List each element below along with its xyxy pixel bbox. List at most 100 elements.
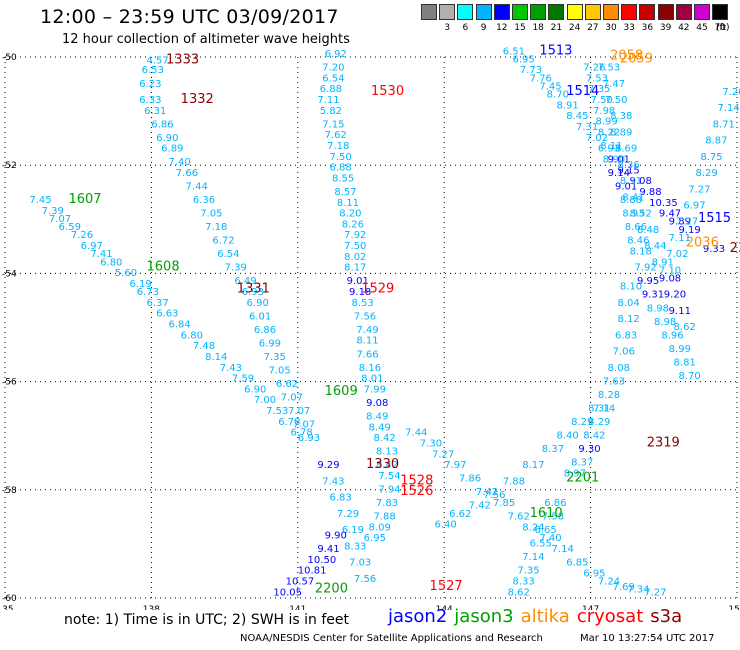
colorbar-label: 45 xyxy=(696,23,708,33)
colorbar-label: 36 xyxy=(641,23,654,33)
swh-value: 8.98 xyxy=(647,303,669,314)
swh-value: 6.19 xyxy=(129,279,151,290)
swh-value: 7.85 xyxy=(493,498,515,509)
y-tick-label: -60 xyxy=(2,594,17,604)
swh-value: 7.14 xyxy=(522,552,544,563)
swh-value: 7.20 xyxy=(322,63,344,74)
swh-value: 6.62 xyxy=(449,509,471,520)
colorbar-label: 24 xyxy=(568,23,581,33)
swh-value: 8.18 xyxy=(630,246,652,257)
swh-value: 6.49 xyxy=(234,276,256,287)
swh-value: 8.17 xyxy=(344,263,366,274)
swh-value: 6.63 xyxy=(156,309,178,320)
swh-value: 6.99 xyxy=(259,338,281,349)
swh-value: 7.73 xyxy=(520,65,542,76)
swh-value: 8.29 xyxy=(588,417,610,428)
swh-value: 7.98 xyxy=(593,106,615,117)
colorbar-label: 18 xyxy=(532,23,544,33)
swh-value: 6.92 xyxy=(325,49,347,60)
swh-value: 8.93 xyxy=(622,209,644,220)
swh-value: 8.69 xyxy=(615,144,637,155)
swh-value: 7.50 xyxy=(591,95,613,106)
swh-value: 8.42 xyxy=(373,433,395,444)
swh-value: 6.85 xyxy=(566,558,588,569)
pass-id-label: 1609 xyxy=(325,384,358,399)
swh-value: 7.50 xyxy=(344,241,366,252)
swh-value: 8.52 xyxy=(630,209,652,220)
swh-value: 7.11 xyxy=(317,95,339,106)
colorbar-swatch xyxy=(493,4,510,20)
x-tick-label: 147 xyxy=(582,605,599,610)
swh-value: 7.54 xyxy=(378,471,400,482)
swh-value: 7.66 xyxy=(176,168,198,179)
legend-item: cryosat xyxy=(576,606,644,627)
swh-value: 6.01 xyxy=(249,311,271,322)
pass-id-label: 1513 xyxy=(539,43,572,58)
swh-value: 8.40 xyxy=(556,430,578,441)
swh-value: 7.56 xyxy=(354,311,376,322)
swh-value: 7.27 xyxy=(688,184,710,195)
swh-value: 7.92 xyxy=(635,263,657,274)
swh-value: 8.91 xyxy=(556,100,578,111)
pass-id-label: 1331 xyxy=(237,281,270,296)
swh-value: 7.35 xyxy=(517,566,539,577)
swh-value: 8.70 xyxy=(547,90,569,101)
swh-value: 7.58 xyxy=(542,512,564,523)
swh-value: 9.14 xyxy=(608,168,630,179)
swh-value: 6.36 xyxy=(193,195,215,206)
swh-value: 8.49 xyxy=(369,422,391,433)
swh-value: 9.08 xyxy=(659,274,681,285)
satellite-legend: jason2 jason3 altika cryosat s3a xyxy=(388,606,689,627)
swh-value: 8.57 xyxy=(334,187,356,198)
swh-value: 8.55 xyxy=(332,173,354,184)
swh-value: 8.17 xyxy=(522,460,544,471)
swh-value: 6.88 xyxy=(330,163,352,174)
swh-value: 6.83 xyxy=(615,330,637,341)
colorbar-swatch xyxy=(603,4,619,20)
pass-id-label: 1515 xyxy=(698,211,731,226)
swh-value: 8.42 xyxy=(376,460,398,471)
swh-value: 7.45 xyxy=(539,81,561,92)
swh-value: 9.88 xyxy=(639,187,661,198)
swh-value: 7.62 xyxy=(325,130,347,141)
swh-value: 5.60 xyxy=(115,268,137,279)
swh-value: 6.93 xyxy=(598,144,620,155)
swh-value: 7.29 xyxy=(337,509,359,520)
legend-item: altika xyxy=(520,606,570,627)
swh-value: 8.70 xyxy=(678,371,700,382)
swh-value: 9.01 xyxy=(608,154,630,165)
swh-value: 6.97 xyxy=(683,200,705,211)
swh-value: 9.47 xyxy=(659,209,681,220)
swh-value: 8.28 xyxy=(598,390,620,401)
y-tick-label: -58 xyxy=(2,486,17,496)
swh-value: 6.31 xyxy=(144,106,166,117)
swh-value: 8.02 xyxy=(344,252,366,263)
swh-value: 6.19 xyxy=(342,525,364,536)
swh-value: 8.88 xyxy=(620,195,642,206)
swh-value: 4.57 xyxy=(147,55,169,66)
swh-value: 8.29 xyxy=(571,417,593,428)
swh-value: 8.08 xyxy=(608,363,630,374)
swh-value: 6.37 xyxy=(147,298,169,309)
swh-value: 8.11 xyxy=(337,198,359,209)
swh-value: 8.37 xyxy=(571,457,593,468)
swh-value: 7.42 xyxy=(476,487,498,498)
swh-value: 8.62 xyxy=(508,587,530,598)
swh-value: 7.20 xyxy=(722,87,740,98)
swh-value: 7.76 xyxy=(530,73,552,84)
colorbar-swatch xyxy=(657,4,674,20)
swh-value: 7.97 xyxy=(444,460,466,471)
swh-value: 10.57 xyxy=(286,576,315,587)
swh-value: 7.26 xyxy=(583,63,605,74)
swh-value: 6.65 xyxy=(534,525,556,536)
y-tick-label: -54 xyxy=(2,269,17,279)
swh-value: 6.54 xyxy=(322,73,344,84)
swh-value: 9.95 xyxy=(637,276,659,287)
swh-value: 7.39 xyxy=(225,263,247,274)
swh-value: 7.30 xyxy=(420,439,442,450)
swh-value: 7.69 xyxy=(613,582,635,593)
x-tick-label: 141 xyxy=(289,605,306,610)
swh-value: 8.89 xyxy=(610,127,632,138)
swh-value: 7.24 xyxy=(598,576,620,587)
swh-value: 8.13 xyxy=(376,447,398,458)
